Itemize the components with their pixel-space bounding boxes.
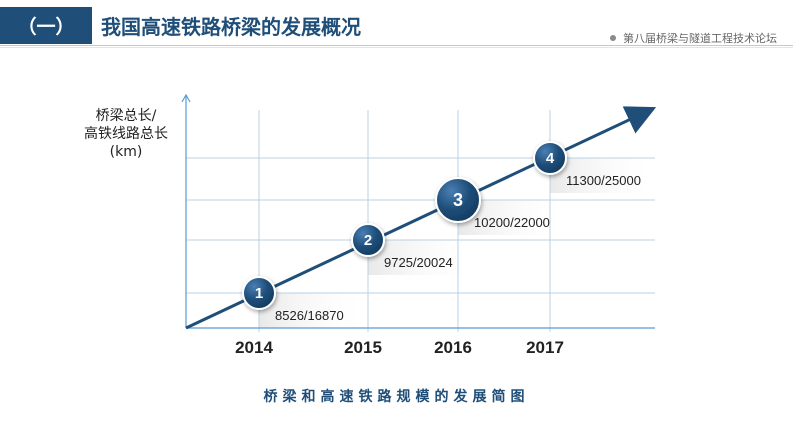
data-label: 11300/25000	[566, 173, 641, 188]
data-label: 9725/20024	[384, 255, 453, 270]
conference-name: 第八届桥梁与隧道工程技术论坛	[623, 32, 777, 45]
header-divider-shadow	[0, 47, 793, 48]
y-axis-label: 桥梁总长/ 高铁线路总长 (km)	[72, 107, 180, 161]
header-divider	[0, 45, 793, 46]
y-axis-label-line: 高铁线路总长	[84, 126, 168, 142]
x-tick-label: 2016	[434, 338, 472, 357]
y-axis-label-line: (km)	[109, 144, 143, 160]
step-badge	[351, 223, 385, 257]
label-band	[368, 240, 478, 275]
label-band	[259, 293, 369, 328]
step-number: 2	[364, 232, 372, 249]
x-tick-label: 2017	[526, 338, 564, 357]
step-badge	[242, 276, 276, 310]
label-band	[550, 158, 660, 193]
chart-caption: 桥梁和高速铁路规模的发展简图	[263, 389, 530, 405]
y-axis-arrow	[181, 93, 191, 103]
step-number: 4	[546, 150, 555, 167]
page-title: 我国高速铁路桥梁的发展概况	[101, 15, 361, 39]
step-badge	[435, 177, 481, 223]
section-tag: （一）	[0, 7, 92, 44]
y-axis-label-line: 桥梁总长/	[95, 108, 157, 124]
data-label: 8526/16870	[275, 308, 344, 323]
conference-label: 第八届桥梁与隧道工程技术论坛	[610, 30, 777, 46]
x-tick-label: 2015	[344, 338, 382, 357]
step-badge	[533, 141, 567, 175]
step-number: 3	[453, 190, 463, 210]
step-number: 1	[255, 285, 263, 302]
x-tick-label: 2014	[235, 338, 273, 357]
bullet-icon	[610, 35, 616, 41]
data-label: 10200/22000	[474, 215, 550, 230]
